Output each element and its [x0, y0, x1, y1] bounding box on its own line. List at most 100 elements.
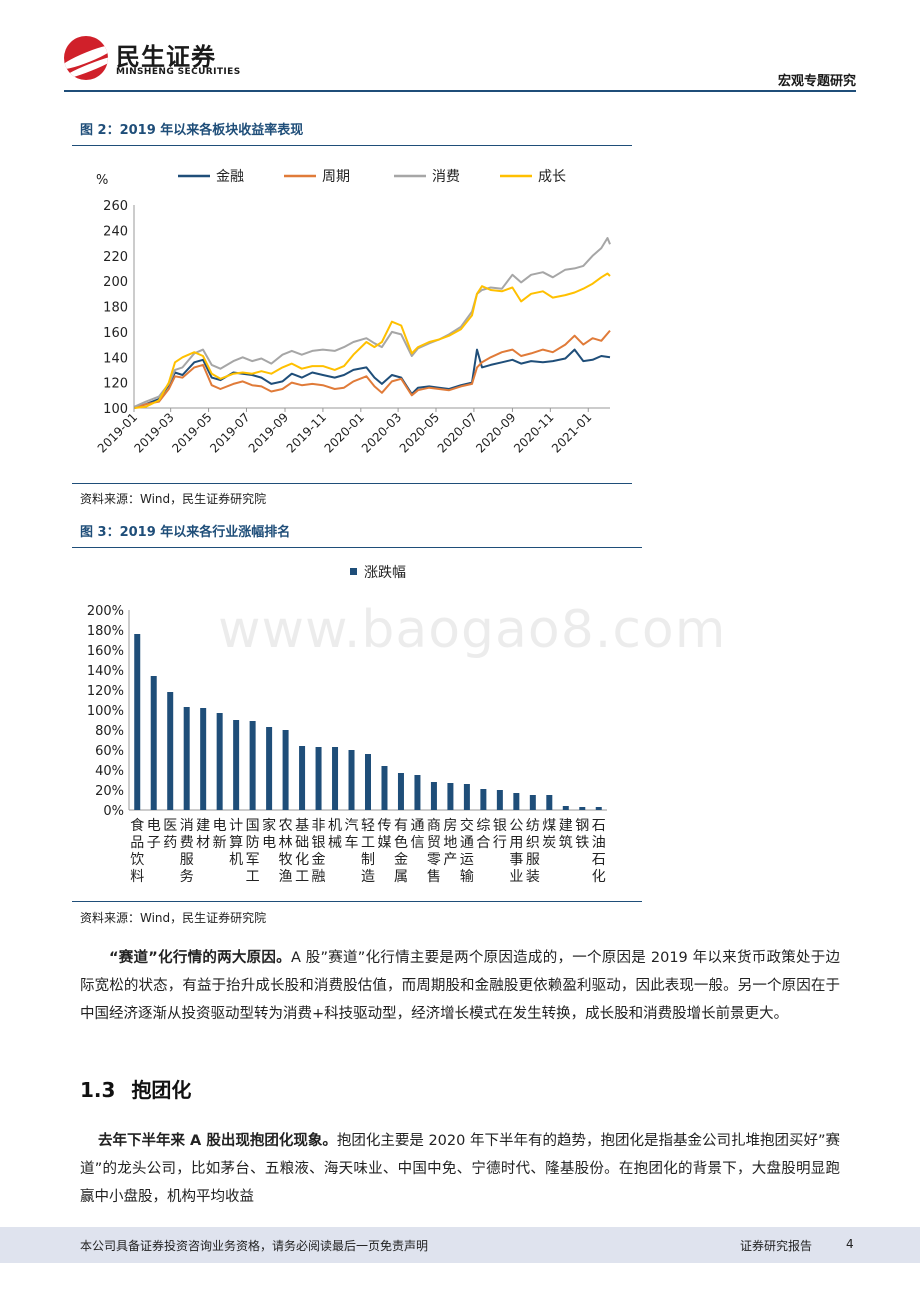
category-label: 属 [394, 869, 408, 885]
y-tick-label: 180 [103, 301, 128, 316]
x-tick-label: 2020-11 [511, 410, 556, 455]
chart1-y-unit: % [96, 173, 108, 188]
category-label: 新 [213, 835, 227, 851]
page-number: 4 [846, 1237, 854, 1251]
chart2-category-labels: 食品饮料电子医药消费服务建材电新计算机国防军工家电农林牧渔基础化工非银金融机械汽… [130, 817, 606, 885]
category-label: 业 [509, 869, 523, 885]
category-label: 家 [262, 817, 276, 834]
legend-label: 金融 [216, 169, 244, 185]
category-label: 信 [410, 835, 424, 851]
y-tick-label: 60% [95, 744, 124, 759]
category-label: 事 [509, 852, 523, 868]
category-label: 综 [476, 818, 490, 834]
category-label: 牧 [279, 852, 293, 868]
chart1-axes: 1001201401601802002202402602019-012019-0… [95, 199, 610, 456]
category-label: 用 [509, 835, 523, 851]
bar [546, 795, 553, 810]
x-tick-label: 2020-07 [435, 410, 480, 455]
legend-label: 消费 [432, 169, 460, 185]
category-label: 渔 [279, 869, 293, 885]
category-label: 通 [460, 835, 474, 851]
category-label: 纺 [526, 818, 540, 834]
category-label: 工 [361, 835, 375, 851]
y-tick-label: 100 [103, 402, 128, 417]
x-tick-label: 2020-09 [473, 410, 518, 455]
bar [381, 766, 388, 810]
bar [167, 692, 174, 810]
x-tick-label: 2019-09 [246, 410, 291, 455]
paragraph-1: “赛道”化行情的两大原因。A 股”赛道”化行情主要是两个原因造成的，一个原因是 … [80, 944, 840, 1028]
category-label: 电 [147, 818, 161, 834]
category-label: 金 [394, 852, 408, 868]
category-label: 国 [246, 818, 260, 834]
category-label: 造 [361, 869, 375, 885]
category-label: 务 [180, 869, 194, 885]
legend-label: 成长 [538, 169, 566, 185]
bar [183, 707, 190, 810]
category-label: 公 [509, 818, 523, 834]
category-label: 机 [328, 818, 342, 834]
category-label: 子 [147, 835, 161, 851]
y-tick-label: 260 [103, 199, 128, 214]
bar [150, 676, 157, 810]
legend-swatch [350, 568, 357, 575]
y-tick-label: 20% [95, 784, 124, 799]
category-label: 零 [427, 852, 441, 868]
category-label: 行 [493, 835, 507, 851]
category-label: 建 [196, 818, 210, 834]
x-tick-label: 2019-07 [207, 410, 252, 455]
category-label: 房 [443, 818, 457, 834]
category-label: 农 [279, 818, 293, 834]
figure2-title: 图 2：2019 年以来各板块收益率表现 [80, 123, 304, 138]
paragraph-2-body: 抱团化主要是 2020 年下半年有的趋势，抱团化是指基金公司扎堆抱团买好”赛道”… [80, 1133, 840, 1205]
x-tick-label: 2019-05 [169, 410, 214, 455]
bar [496, 790, 503, 810]
category-label: 铁 [575, 835, 589, 851]
brand-name-en: MINSHENG SECURITIES [116, 67, 241, 77]
bar [332, 747, 339, 810]
category-label: 煤 [542, 818, 556, 834]
category-label: 消 [180, 818, 194, 834]
x-tick-label: 2020-05 [397, 410, 442, 455]
category-label: 通 [410, 818, 424, 834]
bar [562, 806, 569, 810]
paragraph-1-lead: “赛道”化行情的两大原因。 [109, 950, 291, 966]
x-tick-label: 2021-01 [549, 410, 594, 455]
x-tick-label: 2019-03 [131, 410, 176, 455]
figure3-title: 图 3：2019 年以来各行业涨幅排名 [80, 525, 291, 540]
y-tick-label: 120% [87, 684, 124, 699]
category-label: 媒 [377, 835, 391, 851]
y-tick-label: 240 [103, 224, 128, 239]
category-label: 钢 [575, 818, 589, 834]
header-divider [64, 90, 856, 92]
paragraph-1-body: A 股”赛道”化行情主要是两个原因造成的，一个原因是 2019 年以来货币政策处… [80, 950, 841, 1022]
category-label: 装 [526, 869, 540, 885]
category-label: 材 [196, 835, 210, 851]
footer-bar [0, 1227, 920, 1263]
category-label: 贸 [427, 835, 441, 851]
category-label: 军 [246, 852, 260, 868]
bar [200, 708, 207, 810]
legend-label: 涨跌幅 [364, 565, 406, 581]
paragraph-2: 去年下半年来 A 股出现抱团化现象。抱团化主要是 2020 年下半年有的趋势，抱… [80, 1127, 840, 1211]
category-label: 费 [180, 835, 194, 851]
footer-disclaimer: 本公司具备证券投资咨询业务资格，请务必阅读最后一页免责声明 [80, 1239, 429, 1253]
bar [430, 782, 437, 810]
category-label: 车 [345, 834, 359, 851]
bar [282, 730, 289, 810]
figure3-bottom-rule [72, 901, 642, 902]
y-tick-label: 160 [103, 326, 128, 341]
category-label: 商 [427, 818, 441, 834]
figure2-top-rule [72, 145, 632, 146]
category-label: 售 [427, 869, 441, 885]
category-label: 石 [592, 852, 606, 868]
bar [299, 746, 306, 810]
category-label: 服 [526, 852, 540, 868]
report-type: 宏观专题研究 [777, 74, 856, 89]
legend-label: 周期 [322, 169, 350, 185]
series-line-消费 [134, 237, 611, 408]
category-label: 建 [559, 818, 573, 834]
bar [266, 727, 273, 810]
bar [216, 713, 223, 810]
category-label: 料 [130, 869, 144, 885]
